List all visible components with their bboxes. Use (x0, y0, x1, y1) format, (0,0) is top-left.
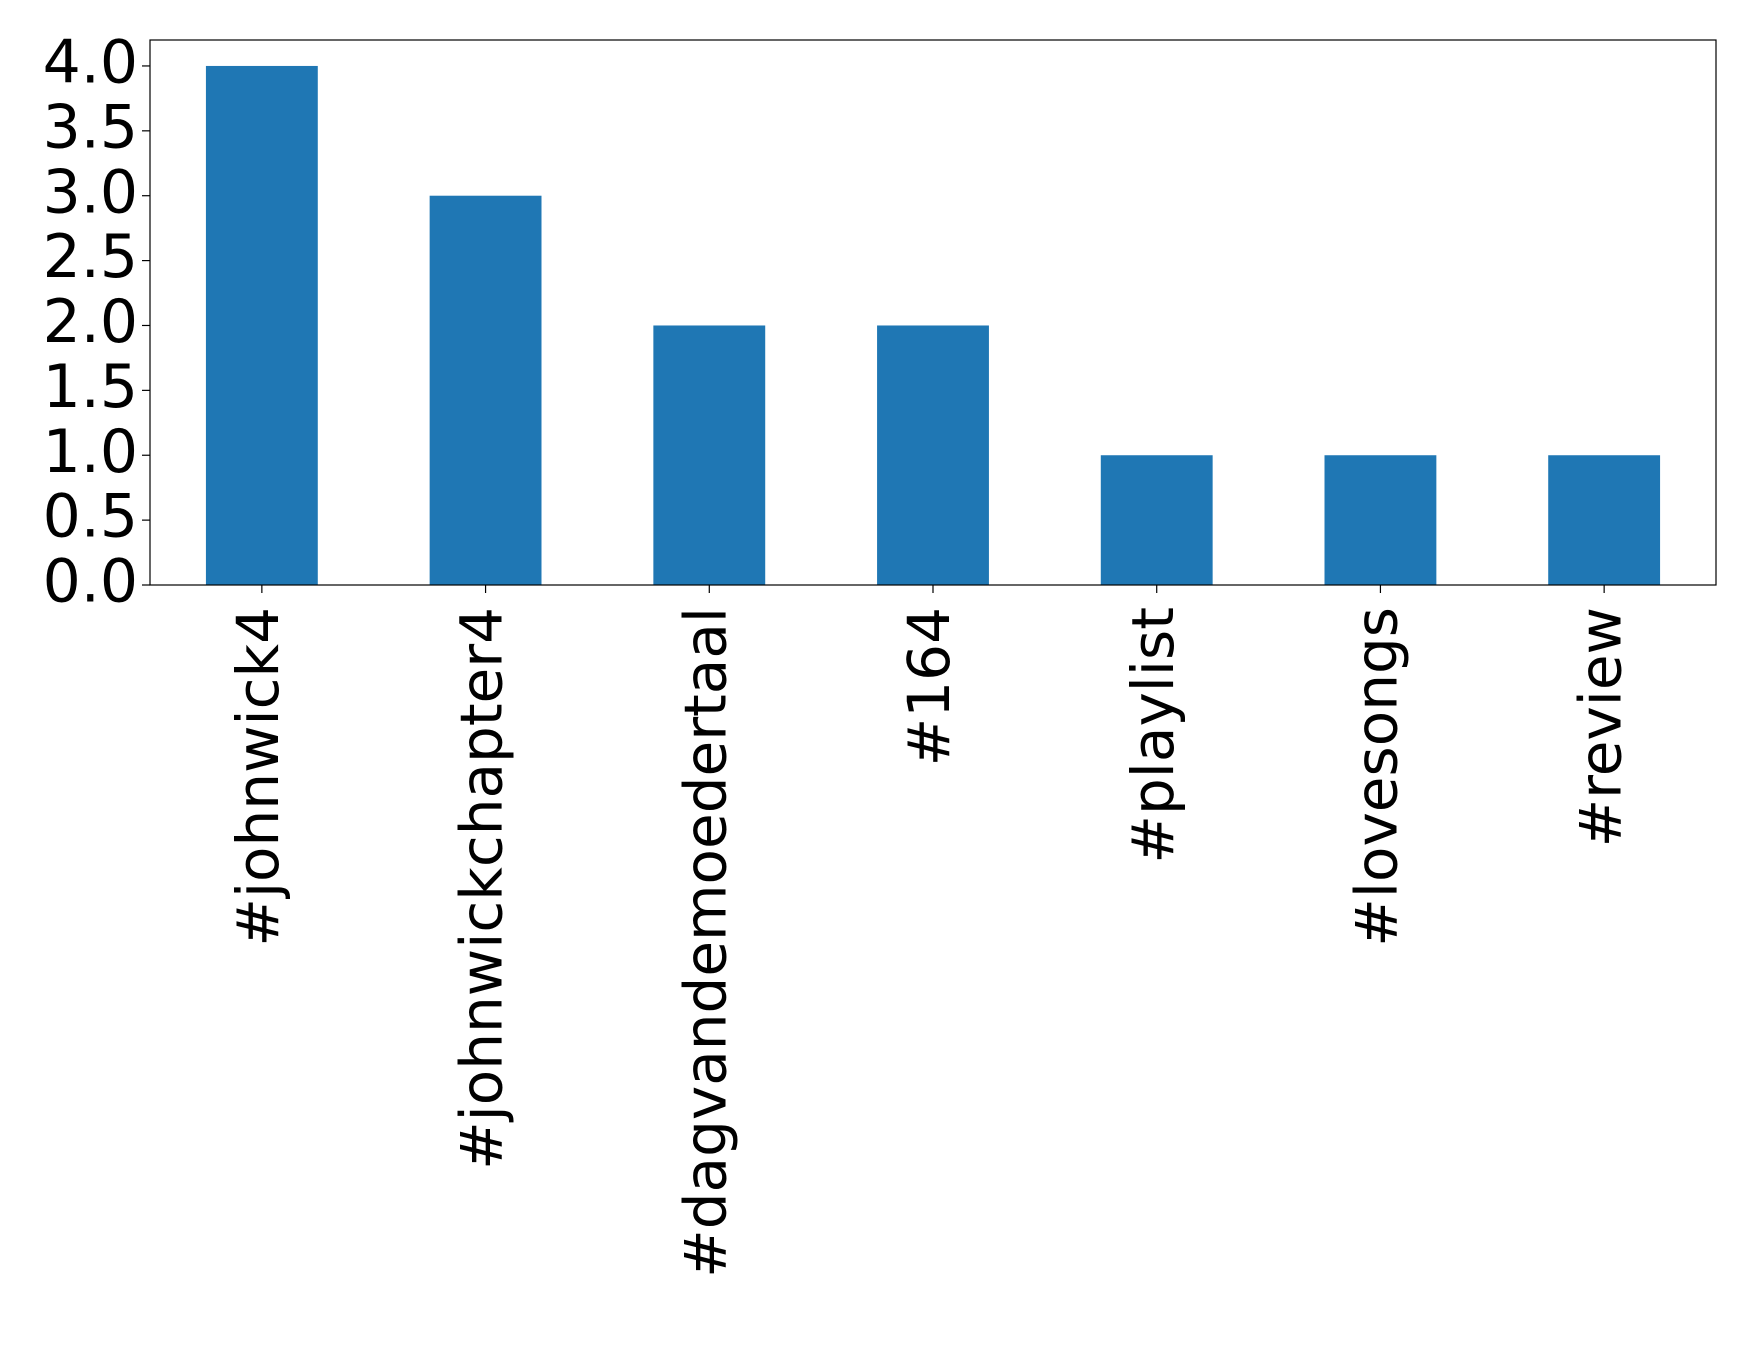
bar (205, 65, 318, 585)
bar (1324, 455, 1437, 585)
x-tick-label: #164 (895, 607, 963, 766)
y-tick-label: 3.0 (43, 157, 138, 227)
y-tick-label: 4.0 (43, 28, 138, 98)
y-tick-label: 1.5 (43, 352, 138, 422)
y-tick-label: 0.5 (43, 482, 138, 552)
y-tick-label: 0.0 (43, 547, 138, 617)
y-tick-label: 1.0 (43, 417, 138, 487)
y-tick-label: 2.0 (43, 287, 138, 357)
bar (653, 325, 766, 585)
x-tick-label: #review (1566, 607, 1634, 847)
x-tick-label: #dagvandemoedertaal (671, 607, 739, 1278)
bar (1548, 455, 1661, 585)
y-tick-label: 2.5 (43, 222, 138, 292)
x-tick-label: #johnwickchapter4 (448, 607, 516, 1170)
bar (429, 195, 542, 585)
x-tick-label: #johnwick4 (224, 607, 292, 947)
bar (877, 325, 989, 585)
y-tick-label: 3.5 (43, 92, 138, 162)
x-tick-label: #playlist (1119, 607, 1187, 864)
bar (1100, 455, 1213, 585)
x-tick-label: #lovesongs (1343, 607, 1411, 947)
plot-frame (149, 39, 1717, 586)
